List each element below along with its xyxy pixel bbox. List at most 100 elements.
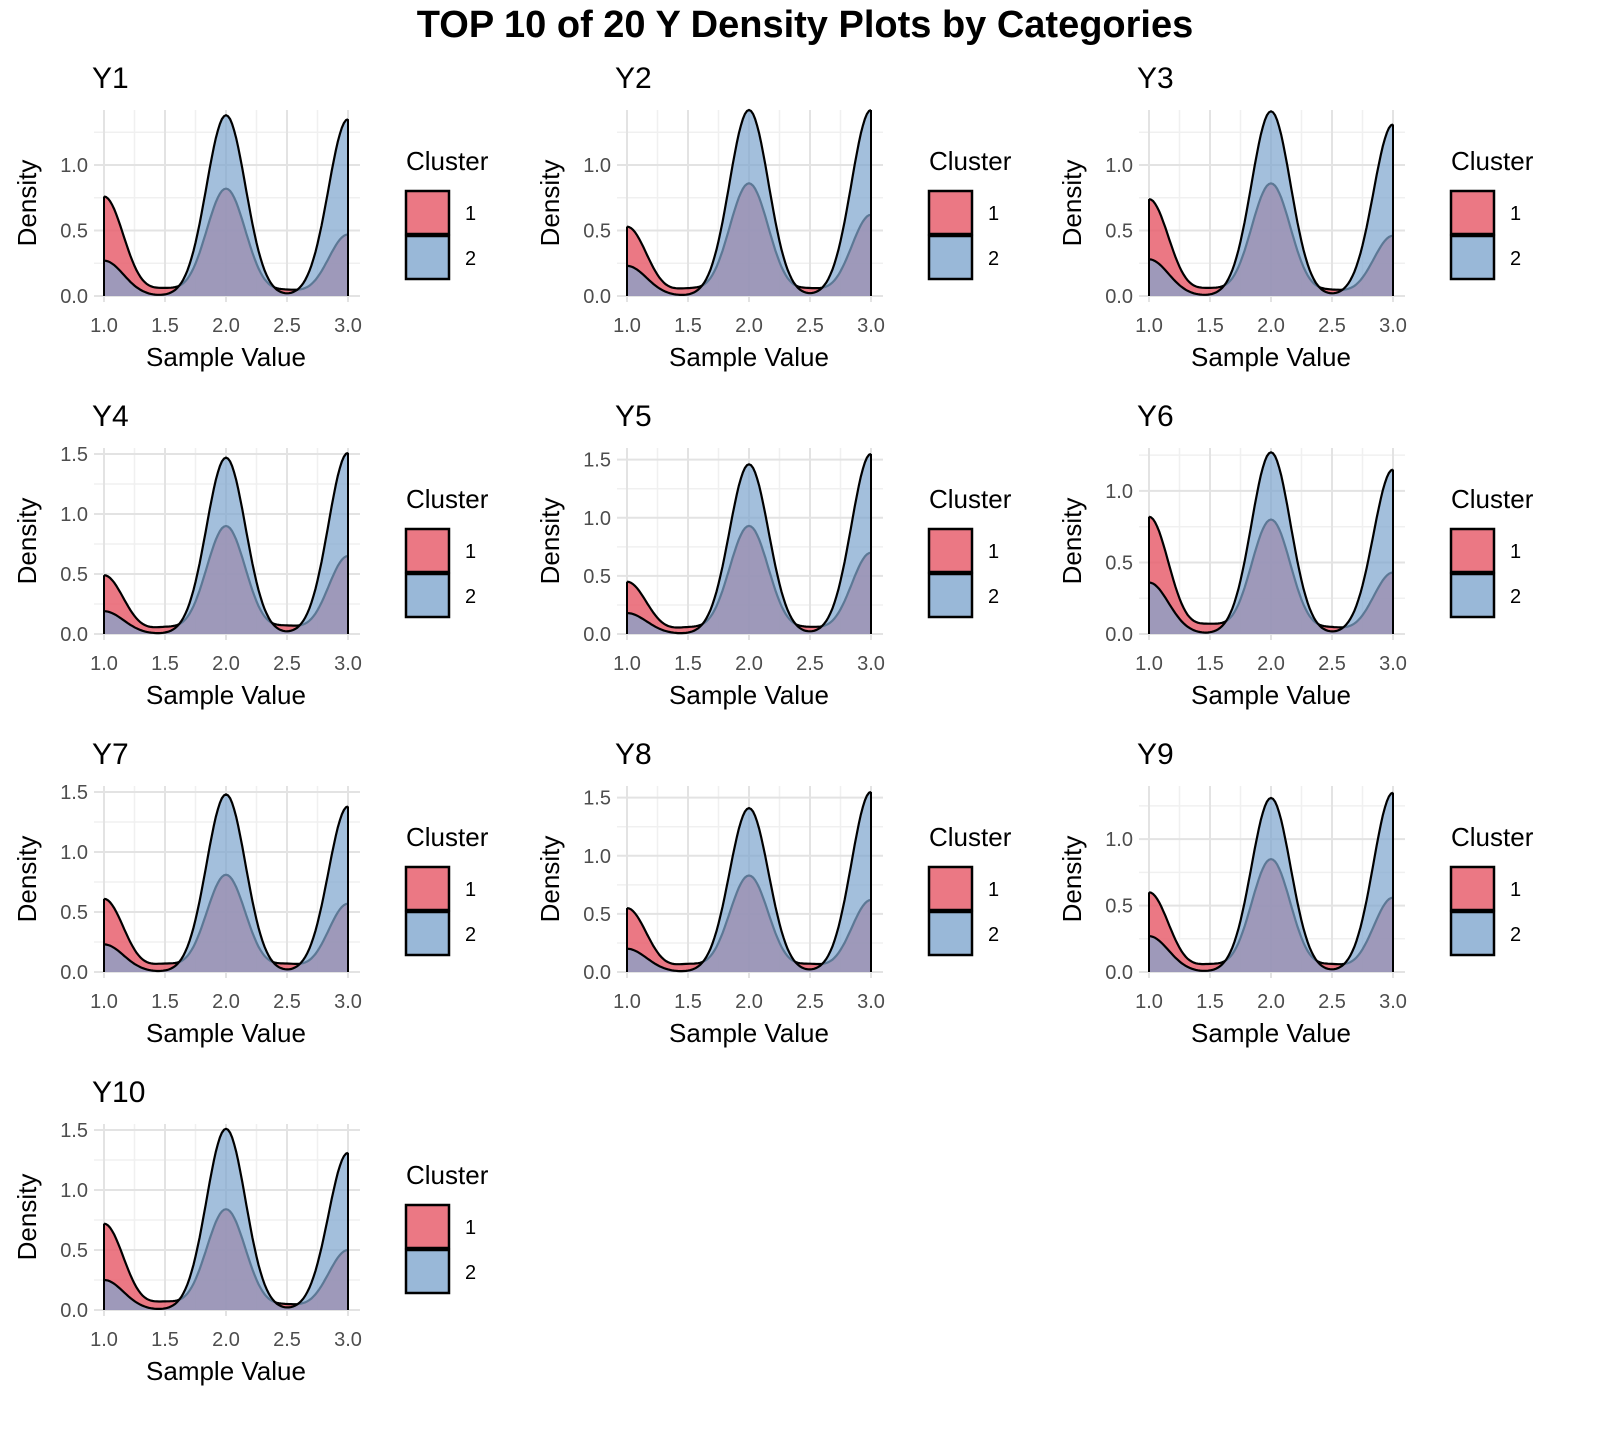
x-tick-label: 1.5 bbox=[151, 1329, 179, 1351]
panel-title: Y5 bbox=[615, 400, 652, 433]
x-tick-label: 2.5 bbox=[273, 653, 301, 675]
y-axis-label: Density bbox=[535, 160, 565, 247]
density-line-cluster-2 bbox=[626, 790, 872, 973]
x-tick-label: 1.5 bbox=[151, 991, 179, 1013]
y-tick-label: 1.5 bbox=[60, 1120, 88, 1142]
legend-swatch-cluster-1 bbox=[927, 189, 974, 236]
panel-title: Y8 bbox=[615, 738, 652, 771]
x-tick-label: 3.0 bbox=[334, 315, 362, 337]
x-tick-label: 3.0 bbox=[857, 991, 885, 1013]
density-area-cluster-2 bbox=[1149, 111, 1393, 296]
x-tick-label: 2.0 bbox=[212, 653, 240, 675]
legend-swatch-cluster-1 bbox=[1449, 865, 1496, 912]
legend-title: Cluster bbox=[929, 822, 1012, 852]
x-tick-label: 2.5 bbox=[273, 991, 301, 1013]
x-tick-label: 3.0 bbox=[334, 991, 362, 1013]
density-line-cluster-2 bbox=[103, 793, 349, 973]
x-tick-label: 1.0 bbox=[90, 315, 118, 337]
panel-title: Y3 bbox=[1137, 62, 1174, 95]
density-area-cluster-2 bbox=[104, 452, 348, 634]
density-line-cluster-2 bbox=[626, 452, 872, 635]
y-tick-label: 1.0 bbox=[583, 155, 611, 177]
density-line-cluster-2 bbox=[103, 451, 349, 635]
panel-y7: Y7 1.0 1.5 2.0 2.5 3.0 0.0 0.5 1.0 1.5 Sample Valu… bbox=[12, 738, 489, 1048]
x-tick-label: 1.5 bbox=[674, 315, 702, 337]
x-tick-label: 1.0 bbox=[90, 1329, 118, 1351]
x-tick-label: 1.5 bbox=[1196, 653, 1224, 675]
legend-label-cluster-1: 1 bbox=[465, 541, 476, 563]
y-tick-label: 1.0 bbox=[60, 504, 88, 526]
x-axis-label: Sample Value bbox=[1191, 342, 1351, 372]
y-tick-label: 1.0 bbox=[1105, 829, 1133, 851]
x-tick-label: 1.0 bbox=[90, 991, 118, 1013]
legend-label-cluster-1: 1 bbox=[988, 879, 999, 901]
density-line-cluster-2 bbox=[1148, 451, 1394, 634]
legend-label-cluster-2: 2 bbox=[1510, 924, 1521, 946]
legend-swatch-cluster-2 bbox=[404, 572, 451, 619]
x-tick-label: 1.0 bbox=[613, 653, 641, 675]
y-tick-label: 0.0 bbox=[60, 286, 88, 308]
legend-title: Cluster bbox=[1451, 822, 1534, 852]
legend-label-cluster-2: 2 bbox=[465, 586, 476, 608]
x-tick-label: 1.0 bbox=[1135, 315, 1163, 337]
y-tick-label: 1.0 bbox=[583, 508, 611, 530]
legend-title: Cluster bbox=[406, 1160, 489, 1190]
x-tick-label: 1.0 bbox=[90, 653, 118, 675]
x-tick-label: 2.5 bbox=[273, 315, 301, 337]
legend-swatch-cluster-2 bbox=[404, 1248, 451, 1295]
legend-label-cluster-1: 1 bbox=[988, 203, 999, 225]
legend-swatch-cluster-2 bbox=[404, 910, 451, 957]
y-tick-label: 0.5 bbox=[583, 566, 611, 588]
y-axis-label: Density bbox=[535, 836, 565, 923]
x-axis-label: Sample Value bbox=[146, 1018, 306, 1048]
x-tick-label: 1.5 bbox=[674, 991, 702, 1013]
legend-label-cluster-1: 1 bbox=[988, 541, 999, 563]
y-tick-label: 0.5 bbox=[583, 904, 611, 926]
legend-swatch-cluster-2 bbox=[404, 234, 451, 281]
y-tick-label: 1.0 bbox=[583, 846, 611, 868]
x-tick-label: 1.0 bbox=[613, 315, 641, 337]
density-area-cluster-2 bbox=[104, 1128, 348, 1310]
x-axis-label: Sample Value bbox=[669, 342, 829, 372]
legend-label-cluster-2: 2 bbox=[465, 248, 476, 270]
legend-swatch-cluster-1 bbox=[404, 189, 451, 236]
panel-title: Y4 bbox=[92, 400, 129, 433]
x-tick-label: 1.5 bbox=[1196, 315, 1224, 337]
legend-title: Cluster bbox=[929, 146, 1012, 176]
legend-swatch-cluster-1 bbox=[404, 527, 451, 574]
legend-swatch-cluster-1 bbox=[1449, 189, 1496, 236]
legend-label-cluster-2: 2 bbox=[465, 924, 476, 946]
y-tick-label: 1.0 bbox=[1105, 155, 1133, 177]
y-tick-label: 0.0 bbox=[1105, 962, 1133, 984]
x-tick-label: 3.0 bbox=[334, 653, 362, 675]
y-tick-label: 0.5 bbox=[60, 902, 88, 924]
density-area-cluster-2 bbox=[1149, 792, 1393, 972]
x-tick-label: 3.0 bbox=[857, 653, 885, 675]
legend-swatch-cluster-2 bbox=[1449, 234, 1496, 281]
y-axis-label: Density bbox=[1057, 836, 1087, 923]
y-tick-label: 0.0 bbox=[583, 962, 611, 984]
y-tick-label: 0.5 bbox=[583, 221, 611, 243]
legend-label-cluster-1: 1 bbox=[1510, 541, 1521, 563]
legend-label-cluster-2: 2 bbox=[988, 248, 999, 270]
y-axis-label: Density bbox=[1057, 160, 1087, 247]
y-tick-label: 0.0 bbox=[60, 1300, 88, 1322]
y-tick-label: 0.0 bbox=[1105, 286, 1133, 308]
x-tick-label: 2.5 bbox=[1318, 315, 1346, 337]
panel-title: Y7 bbox=[92, 738, 129, 771]
y-axis-label: Density bbox=[12, 160, 42, 247]
legend-label-cluster-2: 2 bbox=[465, 1262, 476, 1284]
x-tick-label: 1.5 bbox=[1196, 991, 1224, 1013]
legend-title: Cluster bbox=[406, 146, 489, 176]
y-tick-label: 1.5 bbox=[60, 444, 88, 466]
density-line-cluster-2 bbox=[103, 1127, 349, 1310]
density-area-cluster-2 bbox=[627, 453, 871, 634]
y-axis-label: Density bbox=[535, 498, 565, 585]
legend-label-cluster-2: 2 bbox=[1510, 586, 1521, 608]
y-tick-label: 1.0 bbox=[1105, 481, 1133, 503]
x-axis-label: Sample Value bbox=[1191, 1018, 1351, 1048]
y-axis-label: Density bbox=[1057, 498, 1087, 585]
y-tick-label: 0.0 bbox=[1105, 624, 1133, 646]
panel-y5: Y5 1.0 1.5 2.0 2.5 3.0 0.0 0.5 1.0 1.5 Sample Valu… bbox=[535, 400, 1012, 710]
legend-swatch-cluster-2 bbox=[1449, 910, 1496, 957]
